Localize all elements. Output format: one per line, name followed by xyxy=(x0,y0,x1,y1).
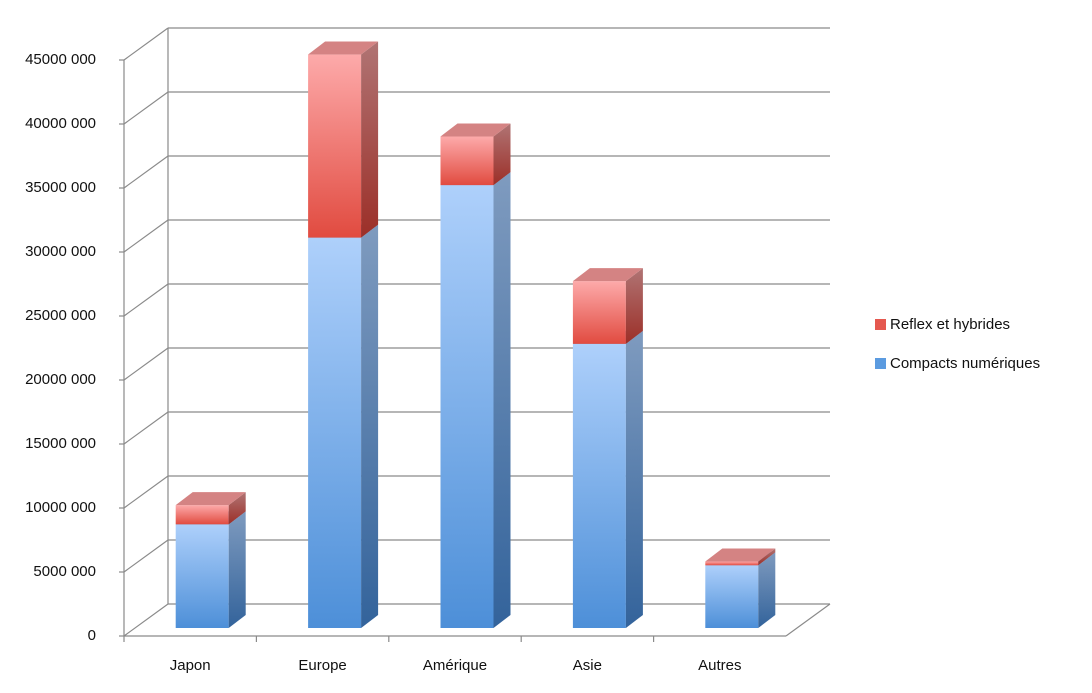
bar xyxy=(705,548,776,566)
bar-side xyxy=(493,123,511,186)
grid-line xyxy=(123,155,169,189)
bar-front xyxy=(705,565,759,628)
grid-line xyxy=(123,219,169,253)
x-tick-label: Asie xyxy=(573,657,602,674)
bar-top xyxy=(175,492,246,506)
bar-front xyxy=(572,281,626,344)
bar-front xyxy=(175,505,229,525)
grid-line xyxy=(123,91,169,125)
bar-top xyxy=(705,548,776,562)
bar-top xyxy=(572,268,643,282)
bar-top xyxy=(440,123,511,137)
grid-line xyxy=(123,347,169,381)
x-tick-label: Japon xyxy=(170,657,211,674)
bar-side xyxy=(493,172,511,628)
bar-front xyxy=(572,343,626,628)
bar xyxy=(308,224,379,628)
grid-line xyxy=(123,411,169,445)
legend-swatch xyxy=(875,319,886,330)
bar-front xyxy=(308,237,362,628)
y-tick-label: 30000 000 xyxy=(25,243,96,260)
y-tick-label: 25000 000 xyxy=(25,307,96,324)
bar-front xyxy=(705,561,759,566)
bar-side xyxy=(361,224,379,628)
bar xyxy=(440,123,511,186)
y-tick-label: 20000 000 xyxy=(25,371,96,388)
grid-line xyxy=(123,603,169,637)
bar xyxy=(440,172,511,628)
bar xyxy=(308,41,379,238)
bar-side xyxy=(228,511,246,628)
bar-top xyxy=(308,41,379,55)
bar-front xyxy=(175,524,229,628)
bar-front xyxy=(440,185,494,628)
bar-side xyxy=(228,492,246,525)
bar xyxy=(175,492,246,525)
bar xyxy=(572,268,643,344)
floor-edge xyxy=(785,603,831,637)
y-tick-label: 15000 000 xyxy=(25,435,96,452)
bar-side xyxy=(361,41,379,238)
legend-label: Compacts numériques xyxy=(890,355,1040,372)
y-tick-label: 5000 000 xyxy=(33,563,96,580)
grid-line xyxy=(123,539,169,573)
bar-side xyxy=(758,552,776,628)
bar xyxy=(175,511,246,628)
legend-swatch xyxy=(875,358,886,369)
grid-line xyxy=(123,27,169,61)
bar-side xyxy=(758,548,776,566)
bar-front xyxy=(308,54,362,238)
y-tick-label: 10000 000 xyxy=(25,499,96,516)
bar xyxy=(572,330,643,628)
grid-line xyxy=(123,475,169,509)
bar-front xyxy=(440,136,494,186)
y-tick-label: 0 xyxy=(88,627,96,644)
x-tick-label: Amérique xyxy=(423,657,487,674)
y-tick-label: 40000 000 xyxy=(25,115,96,132)
grid-line xyxy=(123,283,169,317)
y-tick-label: 35000 000 xyxy=(25,179,96,196)
bar-side xyxy=(625,268,643,344)
legend-label: Reflex et hybrides xyxy=(890,316,1010,333)
bar-side xyxy=(625,330,643,628)
x-tick-label: Europe xyxy=(298,657,346,674)
x-tick-label: Autres xyxy=(698,657,741,674)
y-tick-label: 45000 000 xyxy=(25,51,96,68)
